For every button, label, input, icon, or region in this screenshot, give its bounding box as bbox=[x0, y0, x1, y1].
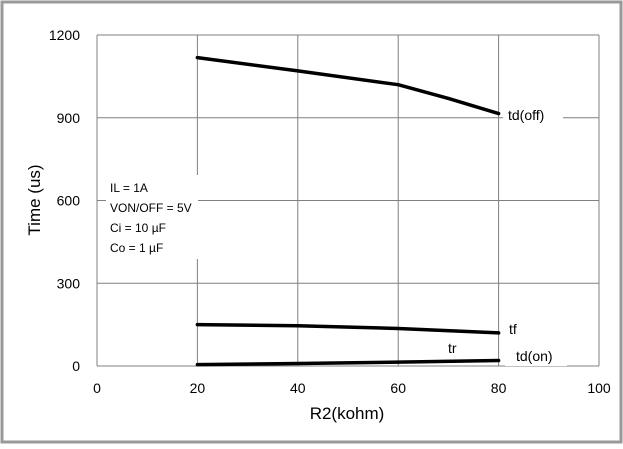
condition-line-3: Ci = 10 µF bbox=[110, 221, 166, 235]
x-tick-label-5: 100 bbox=[587, 380, 611, 396]
condition-line-2: VON/OFF = 5V bbox=[110, 201, 192, 215]
td-off-label-bg bbox=[503, 104, 563, 126]
series-label-td-on: td(on) bbox=[516, 348, 553, 364]
series-line-td-off bbox=[195, 55, 501, 116]
x-tick-label-3: 60 bbox=[390, 380, 406, 396]
series-label-tf: tf bbox=[509, 321, 517, 337]
y-axis-title: Time (us) bbox=[25, 164, 44, 235]
x-tick-label-2: 40 bbox=[290, 380, 306, 396]
y-tick-label-2: 600 bbox=[57, 193, 81, 209]
series-group bbox=[195, 55, 501, 367]
y-tick-label-3: 900 bbox=[57, 110, 81, 126]
td-on-label-bg bbox=[505, 344, 567, 366]
condition-line-1: IL = 1A bbox=[110, 181, 148, 195]
series-label-tr: tr bbox=[448, 340, 457, 356]
y-ticks: 0 300 600 900 1200 bbox=[49, 27, 80, 374]
condition-line-4: Co = 1 µF bbox=[110, 241, 163, 255]
x-tick-label-1: 20 bbox=[190, 380, 206, 396]
series-line-tr bbox=[195, 358, 501, 367]
x-ticks: 0 20 40 60 80 100 bbox=[93, 380, 611, 396]
x-tick-label-0: 0 bbox=[93, 380, 101, 396]
series-label-td-off: td(off) bbox=[508, 107, 544, 123]
x-tick-label-4: 80 bbox=[491, 380, 507, 396]
tf-label-bg bbox=[505, 318, 525, 338]
y-tick-label-1: 300 bbox=[57, 275, 81, 291]
conditions-box bbox=[106, 175, 198, 259]
y-tick-label-0: 0 bbox=[72, 358, 80, 374]
series-line-tf bbox=[195, 322, 501, 335]
y-tick-label-4: 1200 bbox=[49, 27, 80, 43]
x-axis-title: R2(kohm) bbox=[310, 404, 385, 423]
